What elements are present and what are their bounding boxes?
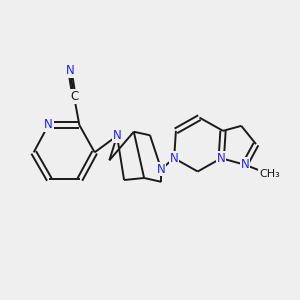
Text: N: N [157,163,166,176]
Text: CH₃: CH₃ [259,169,280,179]
Text: N: N [170,152,178,165]
Text: N: N [240,158,249,171]
Text: N: N [217,152,226,165]
Text: N: N [44,118,53,131]
Text: N: N [112,129,122,142]
Text: N: N [65,64,74,77]
Text: C: C [70,90,78,103]
Text: N: N [217,152,226,165]
